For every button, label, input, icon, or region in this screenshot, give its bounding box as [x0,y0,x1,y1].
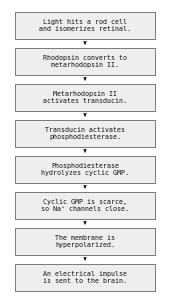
Text: The membrane is
hyperpolarized.: The membrane is hyperpolarized. [55,235,115,248]
FancyBboxPatch shape [15,228,155,255]
FancyBboxPatch shape [15,84,155,111]
FancyBboxPatch shape [15,48,155,75]
FancyBboxPatch shape [15,120,155,147]
FancyBboxPatch shape [15,264,155,291]
Text: Metarhodopsin II
activates transducin.: Metarhodopsin II activates transducin. [43,91,127,104]
Text: Light hits a rod cell
and isomerizes retinal.: Light hits a rod cell and isomerizes ret… [39,19,131,32]
Text: Transducin activates
phosphodiesterase.: Transducin activates phosphodiesterase. [45,127,125,140]
FancyBboxPatch shape [15,156,155,183]
Text: Phosphodiesterase
hydrolyzes cyclic GMP.: Phosphodiesterase hydrolyzes cyclic GMP. [41,162,129,176]
Text: An electrical impulse
is sent to the brain.: An electrical impulse is sent to the bra… [43,271,127,284]
FancyBboxPatch shape [15,192,155,219]
FancyBboxPatch shape [15,12,155,39]
Text: Cyclic GMP is scarce,
so Na⁺ channels close.: Cyclic GMP is scarce, so Na⁺ channels cl… [41,199,129,212]
Text: Rhodopsin converts to
metarhodopsin II.: Rhodopsin converts to metarhodopsin II. [43,55,127,68]
